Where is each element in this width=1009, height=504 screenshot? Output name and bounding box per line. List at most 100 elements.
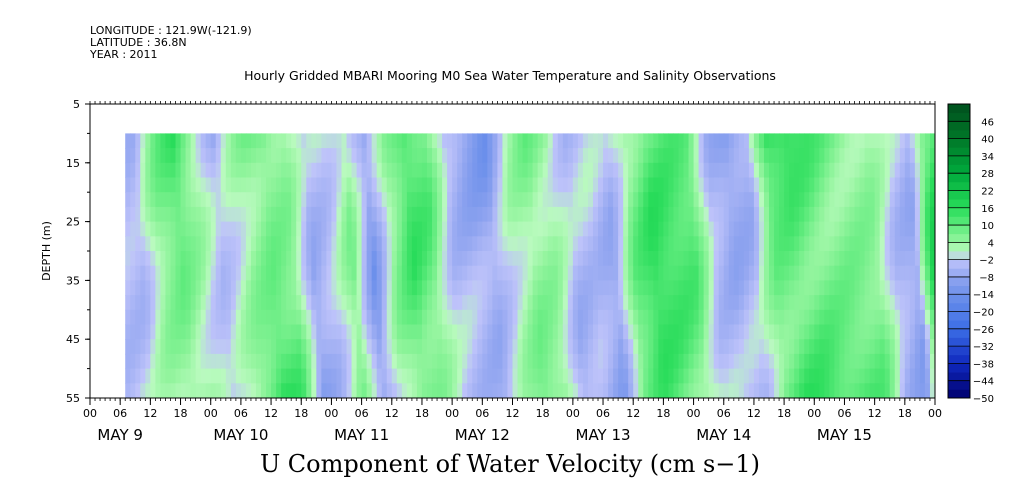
field-cell — [175, 383, 182, 398]
field-cell — [371, 280, 378, 296]
field-cell — [899, 368, 906, 384]
field-cell — [864, 324, 871, 340]
field-cell — [326, 133, 333, 149]
field-cell — [572, 133, 579, 149]
field-cell — [356, 236, 363, 252]
field-cell — [874, 162, 881, 179]
field-cell — [467, 251, 473, 267]
x-hour-label: 18 — [294, 407, 308, 420]
field-cell — [547, 251, 554, 267]
field-cell — [613, 148, 619, 164]
field-cell — [718, 368, 725, 384]
field-cell — [914, 221, 921, 237]
field-cell — [276, 133, 282, 149]
field-cell — [663, 148, 670, 164]
field-cell — [598, 383, 604, 398]
field-cell — [608, 162, 614, 179]
field-cell — [250, 265, 257, 281]
field-cell — [904, 265, 911, 281]
field-cell — [869, 295, 876, 311]
field-cell — [205, 133, 212, 149]
field-cell — [743, 192, 750, 208]
field-cell — [769, 133, 775, 149]
field-cell — [522, 339, 529, 355]
field-cell — [220, 192, 227, 208]
field-cell — [386, 236, 393, 252]
field-cell — [371, 339, 378, 355]
field-cell — [592, 280, 599, 296]
field-cell — [155, 192, 162, 208]
field-cell — [386, 353, 393, 370]
field-cell — [155, 353, 162, 370]
field-cell — [924, 280, 931, 296]
field-cell — [708, 368, 715, 384]
field-cell — [658, 177, 664, 193]
field-cell — [502, 192, 509, 208]
field-cell — [547, 133, 554, 149]
field-cell — [708, 339, 715, 355]
field-cell — [753, 192, 760, 208]
field-cell — [648, 265, 654, 281]
field-cell — [220, 236, 227, 252]
field-cell — [467, 353, 473, 370]
field-cell — [618, 177, 624, 193]
field-cell — [703, 221, 710, 237]
field-cell — [361, 133, 368, 149]
field-cell — [200, 324, 207, 340]
field-cell — [643, 251, 649, 267]
field-cell — [713, 339, 720, 355]
field-cell — [351, 265, 358, 281]
field-cell — [784, 280, 790, 296]
field-cell — [130, 324, 136, 340]
field-cell — [170, 251, 177, 267]
field-cell — [240, 148, 247, 164]
x-hour-label: 00 — [566, 407, 580, 420]
field-cell — [582, 206, 589, 223]
field-cell — [386, 309, 393, 326]
field-cell — [235, 353, 242, 370]
field-cell — [376, 162, 383, 179]
field-cell — [230, 383, 237, 398]
field-cell — [814, 162, 820, 179]
field-cell — [874, 265, 881, 281]
field-cell — [874, 221, 881, 237]
field-cell — [718, 177, 725, 193]
field-cell — [296, 339, 302, 355]
field-cell — [527, 309, 534, 326]
field-cell — [200, 368, 207, 384]
field-cell — [814, 133, 820, 149]
field-cell — [502, 265, 509, 281]
field-cell — [230, 133, 237, 149]
field-cell — [678, 339, 685, 355]
field-cell — [215, 324, 222, 340]
field-cell — [929, 177, 935, 193]
field-cell — [426, 236, 433, 252]
field-cell — [738, 265, 745, 281]
field-cell — [130, 133, 136, 149]
field-cell — [271, 192, 277, 208]
field-cell — [180, 368, 187, 384]
field-cell — [849, 353, 856, 370]
field-cell — [165, 236, 172, 252]
field-cell — [603, 309, 609, 326]
field-cell — [804, 192, 810, 208]
field-cell — [874, 324, 881, 340]
field-cell — [230, 309, 237, 326]
field-cell — [824, 133, 830, 149]
field-cell — [753, 162, 760, 179]
field-cell — [416, 339, 423, 355]
field-cell — [769, 324, 775, 340]
field-cell — [854, 148, 861, 164]
field-cell — [316, 368, 322, 384]
field-cell — [638, 251, 644, 267]
field-cell — [220, 133, 227, 149]
field-cell — [311, 148, 317, 164]
field-cell — [386, 206, 393, 223]
field-cell — [789, 309, 795, 326]
field-cell — [361, 162, 368, 179]
field-cell — [844, 324, 851, 340]
field-cell — [331, 265, 338, 281]
field-cell — [432, 324, 438, 340]
field-cell — [784, 324, 790, 340]
